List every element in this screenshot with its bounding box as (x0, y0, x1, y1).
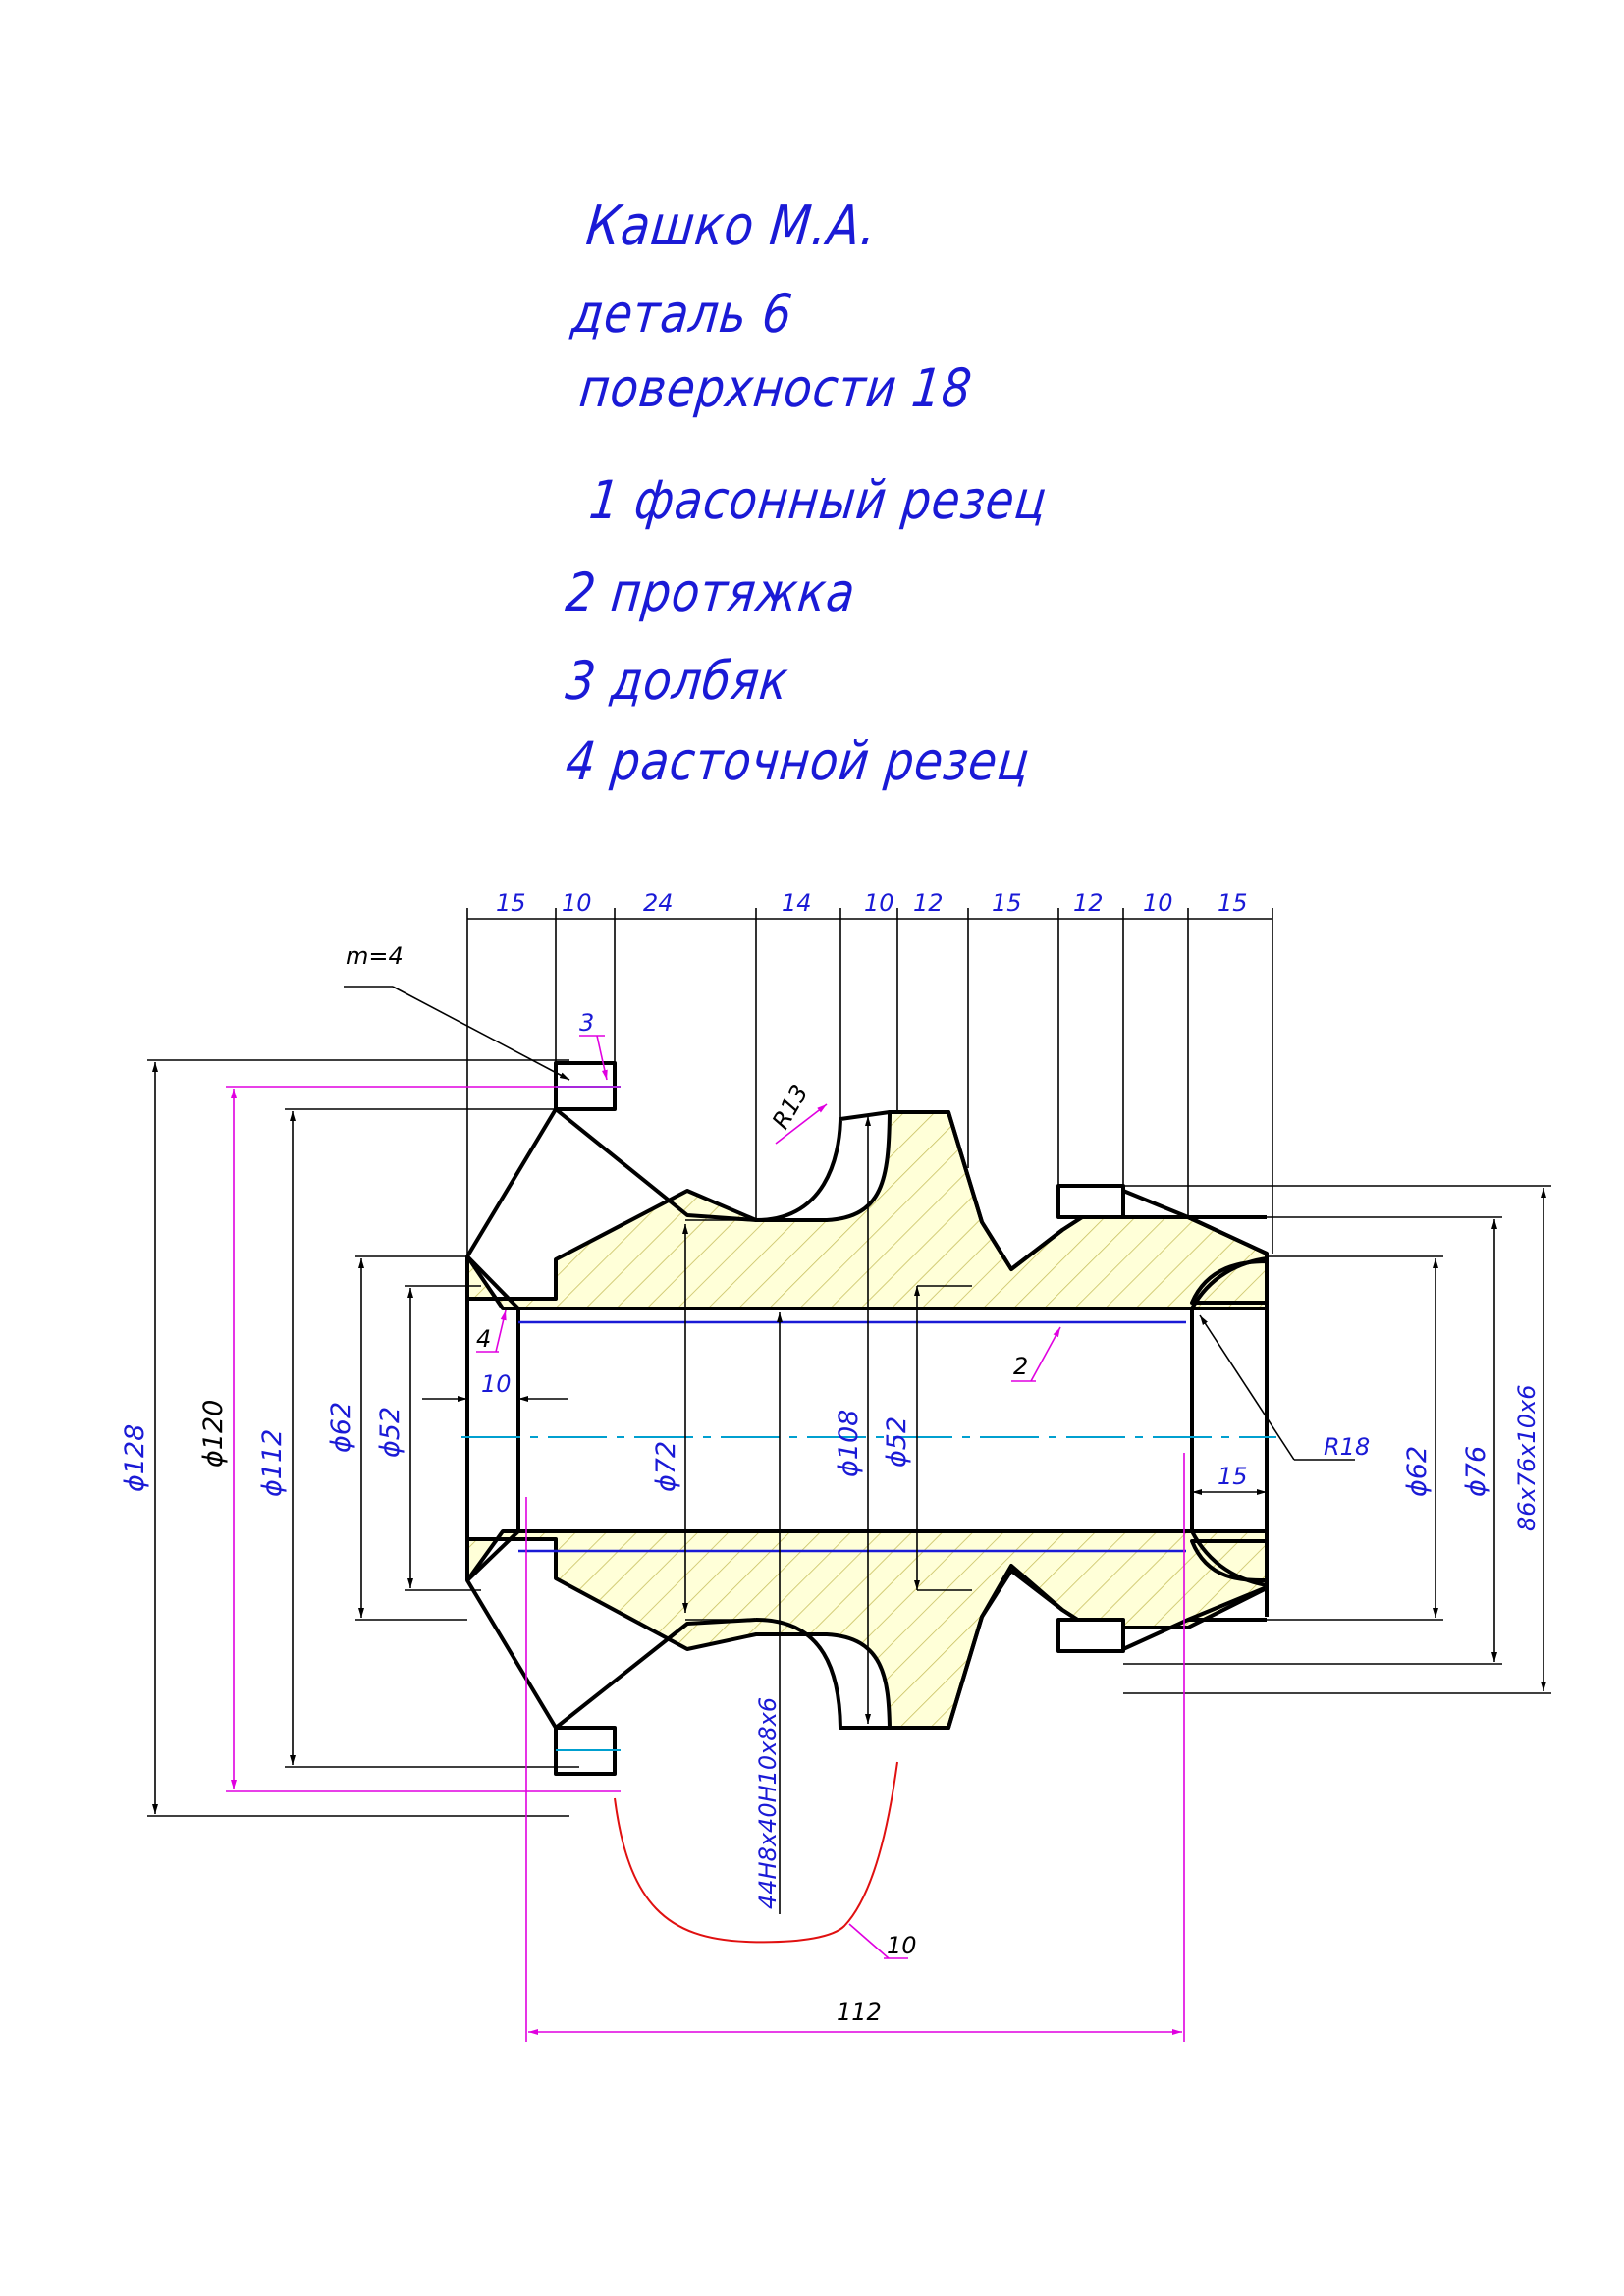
part-section (465, 1110, 1269, 1730)
diameter-72: ϕ72 (651, 1441, 681, 1492)
diameter-76-right: ϕ76 (1461, 1446, 1491, 1497)
spline-right-label: 86x76x10x6 (1513, 1385, 1541, 1532)
dim-top-9: 10 (1143, 889, 1173, 917)
center-diameter-dims: ϕ72 ϕ108 ϕ52 44H8x40H10x8x6 (651, 1116, 972, 1914)
radius-r18-label: R18 (1324, 1433, 1370, 1461)
dim-10: 10 (422, 1370, 568, 1402)
callout-3: 3 (579, 1009, 608, 1081)
diameter-62-left: ϕ62 (326, 1402, 356, 1453)
callout-10-label: 10 (887, 1932, 917, 1959)
dim-top-2: 10 (562, 889, 592, 917)
left-diameter-dims: ϕ128 ϕ120 ϕ112 ϕ62 ϕ52 (120, 1059, 621, 1817)
module-leader: m=4 (344, 942, 570, 1081)
callout-10: 10 (614, 1761, 917, 1959)
diameter-62-right: ϕ62 (1402, 1446, 1433, 1497)
dim-top-4: 14 (782, 889, 812, 917)
module-label: m=4 (346, 942, 404, 970)
right-diameter-dims: ϕ62 ϕ76 86x76x10x6 (1123, 1185, 1551, 1694)
top-dimension-labels: 15 10 24 14 10 12 15 12 10 15 (496, 889, 1248, 917)
radius-r13-label: R13 (767, 1080, 814, 1134)
callout-2-label: 2 (1013, 1353, 1028, 1380)
diameter-108: ϕ108 (834, 1410, 864, 1477)
callout-4: 4 (476, 1309, 507, 1353)
dim-15-right: 15 (1192, 1463, 1267, 1495)
dim-15-label: 15 (1218, 1463, 1248, 1490)
dim-top-6: 12 (913, 889, 944, 917)
diameter-128: ϕ128 (120, 1424, 150, 1492)
callout-3-label: 3 (579, 1009, 594, 1037)
bore-spline-lines (518, 1320, 1186, 1553)
dim-10-label: 10 (481, 1370, 512, 1398)
diameter-52-center: ϕ52 (882, 1416, 912, 1468)
dim-top-10: 15 (1218, 889, 1248, 917)
dim-top-3: 24 (643, 889, 674, 917)
radius-r18: R18 (1199, 1314, 1370, 1461)
diameter-52-left: ϕ52 (375, 1407, 406, 1458)
part-outline (465, 1061, 1269, 1776)
radius-r13: R13 (767, 1080, 828, 1145)
diameter-112: ϕ112 (257, 1429, 288, 1497)
callout-2: 2 (1011, 1326, 1061, 1382)
diameter-120: ϕ120 (198, 1400, 229, 1468)
dim-top-7: 15 (992, 889, 1022, 917)
callout-4-label: 4 (476, 1325, 491, 1353)
length-dim-112: 112 (525, 1453, 1185, 2042)
dim-112-label: 112 (837, 1999, 882, 2026)
dim-top-5: 10 (864, 889, 894, 917)
dim-top-8: 12 (1073, 889, 1104, 917)
lower-section (465, 1529, 1269, 1730)
dim-top-1: 15 (496, 889, 526, 917)
upper-section (465, 1110, 1269, 1310)
top-dimension-chain (466, 908, 1273, 1259)
spline-bore-label: 44H8x40H10x8x6 (754, 1697, 782, 1909)
